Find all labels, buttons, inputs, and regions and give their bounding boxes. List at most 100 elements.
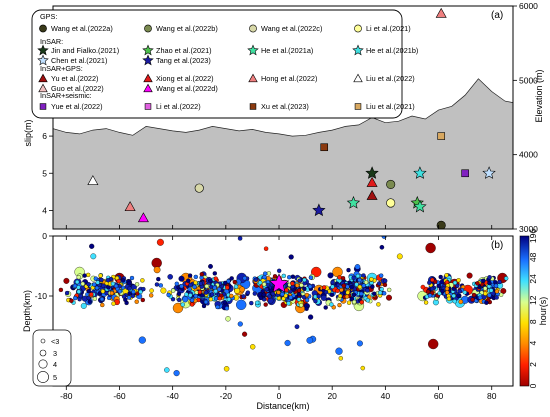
- legend-label-10: Yu et al.(2022): [51, 74, 98, 83]
- quake-710: [287, 275, 292, 280]
- quake-634: [189, 302, 195, 307]
- legend-marker-2: [249, 24, 257, 33]
- legend-box: [31, 9, 403, 119]
- quake-585: [215, 304, 220, 310]
- quake-517: [201, 303, 207, 309]
- legend-label-19: Liu et al.(2021): [366, 102, 415, 111]
- quake-902: [351, 275, 356, 280]
- quake-954: [438, 274, 443, 280]
- quake-637: [198, 281, 203, 286]
- quake-370: [338, 356, 343, 361]
- quake-743: [299, 283, 304, 288]
- quake-818: [337, 302, 342, 308]
- slip-axis-label: slip(m): [23, 120, 33, 147]
- legend-label-11: Xiong et al.(2022): [156, 74, 214, 83]
- slip-point-7-0: [413, 166, 427, 179]
- quake-730: [281, 273, 286, 279]
- legend-marker-16: [39, 103, 47, 110]
- slip-tick-label-2: 6: [42, 131, 47, 141]
- quake-5: [236, 299, 247, 310]
- quake-812: [340, 276, 346, 281]
- quake-366: [149, 288, 154, 293]
- distance-tick-label-1: -60: [113, 391, 126, 401]
- quake-905: [337, 275, 342, 280]
- quake-1033: [504, 276, 509, 281]
- quake-447: [82, 273, 87, 278]
- quake-1039: [484, 300, 489, 305]
- quake-955: [423, 300, 429, 305]
- quake-140: [356, 340, 363, 347]
- top-x-ticks: [65, 225, 493, 229]
- slip-point-6-0: [413, 199, 427, 213]
- quake-930: [382, 291, 387, 296]
- quake-804: [379, 273, 384, 278]
- quake-643: [213, 289, 218, 294]
- legend-marker-17: [144, 103, 152, 110]
- seismicity: [58, 236, 509, 377]
- quake-783: [264, 287, 269, 292]
- colorbar-tick-label-3: 8: [528, 319, 538, 324]
- colorbar-label: hour(s): [538, 297, 548, 326]
- quake-189: [239, 286, 245, 293]
- quake-363: [458, 299, 464, 305]
- quake-935: [365, 298, 370, 303]
- quake-485: [109, 290, 115, 296]
- quake-776: [299, 303, 304, 308]
- legend-marker-14: [38, 83, 48, 93]
- quake-356: [242, 331, 248, 337]
- depth-axis-label: Depth(km): [22, 290, 32, 332]
- quake-352: [89, 243, 95, 249]
- quake-834: [346, 300, 352, 305]
- quake-733: [272, 274, 278, 279]
- quake-749: [258, 295, 263, 301]
- quake-621: [210, 292, 215, 297]
- slip-point-2-0: [194, 183, 204, 193]
- quake-420: [156, 276, 161, 282]
- quake-484: [92, 296, 97, 301]
- quake-37: [172, 302, 184, 314]
- quake-457: [80, 281, 85, 286]
- quake-785: [280, 292, 285, 297]
- quake-615: [217, 296, 222, 301]
- quake-916: [354, 282, 359, 287]
- quake-138: [173, 370, 180, 377]
- elev-tick-label-3: 6000: [519, 1, 538, 11]
- quake-597: [242, 276, 247, 281]
- quake-137: [284, 339, 291, 347]
- distance-tick-label-0: -80: [60, 391, 73, 401]
- quake-624: [193, 280, 198, 285]
- legend-group-insar-gps: InSAR+GPS:: [40, 64, 83, 73]
- quake-998: [444, 286, 450, 291]
- quake-865: [323, 305, 328, 310]
- quake-1006: [499, 292, 504, 297]
- quake-1046: [487, 293, 492, 298]
- quake-858: [376, 302, 381, 307]
- quake-750: [304, 292, 310, 298]
- quake-445: [64, 290, 70, 296]
- quake-486: [86, 288, 91, 294]
- quake-936: [322, 285, 327, 290]
- quake-609: [213, 296, 219, 301]
- slip-tick-label-0: 4: [42, 205, 47, 215]
- quake-922: [345, 290, 350, 295]
- quake-367: [360, 365, 366, 371]
- quake-601: [187, 287, 192, 292]
- quake-631: [184, 292, 189, 297]
- quake-564: [225, 285, 230, 290]
- slip-point-13-0: [87, 175, 99, 185]
- quake-923: [341, 283, 346, 288]
- quake-652: [245, 290, 251, 295]
- quake-553: [232, 279, 237, 285]
- quake-365: [420, 284, 426, 290]
- quake-412: [86, 272, 91, 278]
- quake-476: [106, 285, 111, 290]
- quake-346: [167, 274, 173, 280]
- quake-501: [89, 292, 94, 297]
- quake-1004: [471, 292, 477, 298]
- quake-223: [160, 287, 167, 294]
- quake-616: [197, 289, 203, 295]
- distance-axis-ticks: -80 -60 -40 -20 0 20 40 60 80: [60, 236, 497, 401]
- elev-tick-label-2: 5000: [519, 75, 538, 85]
- quake-668: [263, 302, 268, 307]
